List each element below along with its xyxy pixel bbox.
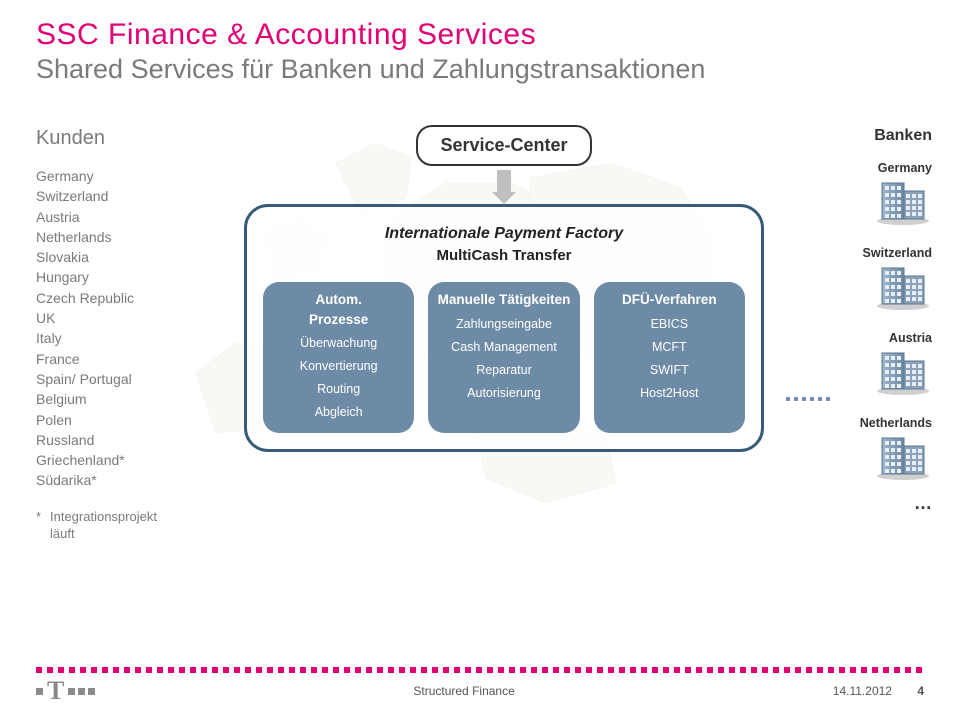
pill-dfu: DFÜ-Verfahren EBICS MCFT SWIFT Host2Host [594, 282, 745, 433]
pill-item: Reparatur [434, 363, 573, 377]
pill1-head1: Autom. [269, 292, 408, 308]
page-subtitle: Shared Services für Banken und Zahlungst… [36, 54, 932, 85]
telekom-logo-icon: T [36, 683, 95, 699]
arrow-down-icon [496, 170, 512, 206]
bank-block: Germany [814, 161, 932, 230]
pill-item: Routing [269, 382, 408, 396]
bank-block: Austria [814, 331, 932, 400]
pill-item: Autorisierung [434, 386, 573, 400]
pill-item: Konvertierung [269, 359, 408, 373]
payment-factory-box: Internationale Payment Factory MultiCash… [244, 204, 764, 452]
pill-item: MCFT [600, 340, 739, 354]
pill-item: Host2Host [600, 386, 739, 400]
three-columns: Autom. Prozesse Überwachung Konvertierung… [263, 282, 745, 433]
pill-manuelle: Manuelle Tätigkeiten Zahlungseingabe Cash… [428, 282, 579, 433]
bank-label: Switzerland [814, 246, 932, 260]
footnote-marker: * [36, 509, 50, 526]
pill-item: Überwachung [269, 336, 408, 350]
building-icon [874, 262, 932, 315]
ipf-subtitle: MultiCash Transfer [263, 247, 745, 264]
pill2-head: Manuelle Tätigkeiten [434, 292, 573, 308]
building-icon [874, 432, 932, 485]
pill-item: Cash Management [434, 340, 573, 354]
footnote-text-2: läuft [50, 526, 75, 541]
pill3-head: DFÜ-Verfahren [600, 292, 739, 308]
building-icon [874, 177, 932, 230]
bank-label: Netherlands [814, 416, 932, 430]
pill-item: EBICS [600, 317, 739, 331]
ipf-title: Internationale Payment Factory [263, 225, 745, 243]
page-title: SSC Finance & Accounting Services [36, 18, 932, 52]
footer-right: 14.11.2012 4 [833, 684, 924, 698]
footer-date: 14.11.2012 [833, 684, 892, 698]
bank-block: Switzerland [814, 246, 932, 315]
content-row: Kunden GermanySwitzerlandAustriaNetherla… [36, 127, 932, 543]
pill-item: Abgleich [269, 405, 408, 419]
bank-label: Germany [814, 161, 932, 175]
footer-center-text: Structured Finance [95, 684, 832, 698]
footer-page-number: 4 [917, 684, 924, 698]
pill-item: Zahlungseingabe [434, 317, 573, 331]
service-center-label: Service-Center [416, 125, 591, 166]
banken-ellipsis: … [814, 493, 932, 514]
bank-block: Netherlands [814, 416, 932, 485]
center-column: Service-Center Internationale Payment Fa… [206, 127, 802, 543]
banken-column: Banken Germany Switzerland Austria Nethe… [802, 127, 932, 543]
kunden-footnote: *Integrationsprojekt läuft [36, 509, 206, 543]
building-icon [874, 347, 932, 400]
footer: T Structured Finance 14.11.2012 4 [0, 667, 960, 699]
pill-autom-prozesse: Autom. Prozesse Überwachung Konvertierung… [263, 282, 414, 433]
magenta-dotline [36, 667, 924, 673]
pill-item: SWIFT [600, 363, 739, 377]
pill1-head2: Prozesse [269, 312, 408, 327]
connector-dots-icon [786, 397, 830, 401]
bank-label: Austria [814, 331, 932, 345]
banken-heading: Banken [814, 127, 932, 145]
slide: SSC Finance & Accounting Services Shared… [0, 0, 960, 713]
footnote-text-1: Integrationsprojekt [50, 509, 157, 524]
